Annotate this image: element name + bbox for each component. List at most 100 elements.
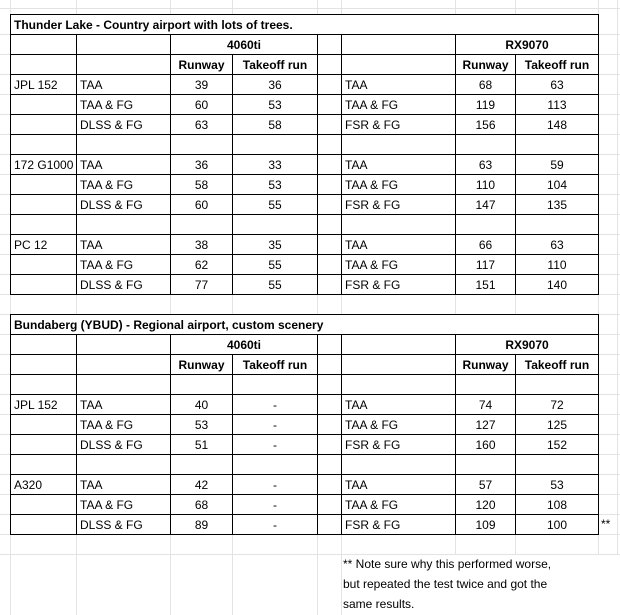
setting-cell[interactable]: TAA [77,475,171,495]
blank-cell[interactable] [171,455,233,475]
blank-cell[interactable] [516,455,599,475]
value-cell[interactable]: 160 [456,435,516,455]
value-cell[interactable]: 120 [456,495,516,515]
blank-cell[interactable] [77,35,171,55]
blank-cell[interactable] [171,215,233,235]
setting-cell[interactable]: TAA & FG [77,95,171,115]
setting-cell[interactable]: DLSS & FG [77,275,171,295]
value-cell[interactable]: 55 [233,275,318,295]
setting-cell[interactable]: TAA & FG [342,175,456,195]
value-cell[interactable]: 152 [516,435,599,455]
value-cell[interactable]: 125 [516,415,599,435]
value-cell[interactable]: 59 [516,155,599,175]
value-cell[interactable]: 51 [171,435,233,455]
column-header[interactable]: Runway [456,55,516,75]
value-cell[interactable]: 63 [456,155,516,175]
column-header[interactable]: Runway [171,355,233,375]
value-cell[interactable]: 151 [456,275,516,295]
value-cell[interactable]: 140 [516,275,599,295]
column-header[interactable]: Takeoff run [233,55,318,75]
aircraft-cell[interactable]: JPL 152 [11,395,77,415]
setting-cell[interactable]: DLSS & FG [77,515,171,535]
value-cell[interactable]: 74 [456,395,516,415]
value-cell[interactable]: - [233,435,318,455]
blank-cell[interactable] [456,375,516,395]
value-cell[interactable]: 63 [171,115,233,135]
value-cell[interactable]: 72 [516,395,599,415]
blank-cell[interactable] [318,415,342,435]
value-cell[interactable]: 57 [456,475,516,495]
value-cell[interactable]: 36 [171,155,233,175]
blank-cell[interactable] [233,135,318,155]
value-cell[interactable]: 53 [233,175,318,195]
blank-cell[interactable] [516,375,599,395]
setting-cell[interactable]: DLSS & FG [77,435,171,455]
setting-cell[interactable]: FSR & FG [342,195,456,215]
blank-cell[interactable] [342,355,456,375]
value-cell[interactable]: - [233,475,318,495]
blank-cell[interactable] [11,355,77,375]
gpu-header[interactable]: 4060ti [171,335,318,355]
value-cell[interactable]: 63 [516,75,599,95]
blank-cell[interactable] [233,375,318,395]
value-cell[interactable]: 100 [516,515,599,535]
gpu-header[interactable]: 4060ti [171,35,318,55]
value-cell[interactable]: 68 [171,495,233,515]
value-cell[interactable]: 156 [456,115,516,135]
blank-cell[interactable] [318,475,342,495]
setting-cell[interactable]: TAA [77,395,171,415]
column-header[interactable]: Takeoff run [516,55,599,75]
blank-cell[interactable] [77,335,171,355]
value-cell[interactable]: 38 [171,235,233,255]
value-cell[interactable]: 55 [233,255,318,275]
blank-cell[interactable] [456,135,516,155]
blank-cell[interactable] [342,135,456,155]
gpu-header[interactable]: RX9070 [456,35,599,55]
value-cell[interactable]: 53 [171,415,233,435]
value-cell[interactable]: 58 [233,115,318,135]
setting-cell[interactable]: TAA [77,75,171,95]
value-cell[interactable]: 39 [171,75,233,95]
value-cell[interactable]: 63 [516,235,599,255]
blank-cell[interactable] [318,455,342,475]
blank-cell[interactable] [318,335,342,355]
value-cell[interactable]: 113 [516,95,599,115]
value-cell[interactable]: 117 [456,255,516,275]
blank-cell[interactable] [233,215,318,235]
blank-cell[interactable] [77,455,171,475]
blank-cell[interactable] [11,55,77,75]
aircraft-cell[interactable]: A320 [11,475,77,495]
blank-cell[interactable] [318,215,342,235]
value-cell[interactable]: 35 [233,235,318,255]
value-cell[interactable]: - [233,495,318,515]
value-cell[interactable]: 119 [456,95,516,115]
blank-cell[interactable] [11,135,77,155]
blank-cell[interactable] [11,495,77,515]
setting-cell[interactable]: TAA & FG [342,95,456,115]
blank-cell[interactable] [318,355,342,375]
value-cell[interactable]: 42 [171,475,233,495]
blank-cell[interactable] [318,375,342,395]
blank-cell[interactable] [342,375,456,395]
setting-cell[interactable]: TAA [342,475,456,495]
blank-cell[interactable] [11,175,77,195]
value-cell[interactable]: 104 [516,175,599,195]
blank-cell[interactable] [318,195,342,215]
blank-cell[interactable] [11,335,77,355]
blank-cell[interactable] [318,35,342,55]
setting-cell[interactable]: DLSS & FG [77,195,171,215]
setting-cell[interactable]: TAA & FG [77,255,171,275]
value-cell[interactable]: 147 [456,195,516,215]
blank-cell[interactable] [77,215,171,235]
setting-cell[interactable]: TAA & FG [77,495,171,515]
blank-cell[interactable] [11,255,77,275]
value-cell[interactable]: 77 [171,275,233,295]
blank-cell[interactable] [318,435,342,455]
value-cell[interactable]: 36 [233,75,318,95]
value-cell[interactable]: 89 [171,515,233,535]
aircraft-cell[interactable]: 172 G1000 [11,155,77,175]
aircraft-cell[interactable]: JPL 152 [11,75,77,95]
blank-cell[interactable] [11,275,77,295]
blank-cell[interactable] [318,235,342,255]
value-cell[interactable]: 53 [233,95,318,115]
